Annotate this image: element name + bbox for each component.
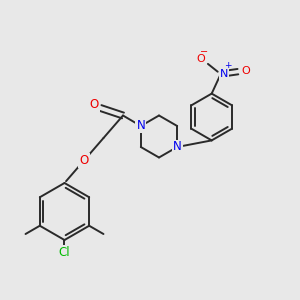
Text: O: O bbox=[242, 66, 250, 76]
Text: N: N bbox=[173, 140, 182, 154]
Text: O: O bbox=[90, 98, 99, 112]
Text: Cl: Cl bbox=[59, 245, 70, 259]
Text: N: N bbox=[220, 69, 228, 79]
Text: +: + bbox=[224, 61, 232, 70]
Text: −: − bbox=[200, 46, 208, 57]
Text: O: O bbox=[197, 54, 206, 64]
Text: O: O bbox=[80, 154, 88, 167]
Text: N: N bbox=[136, 119, 145, 133]
